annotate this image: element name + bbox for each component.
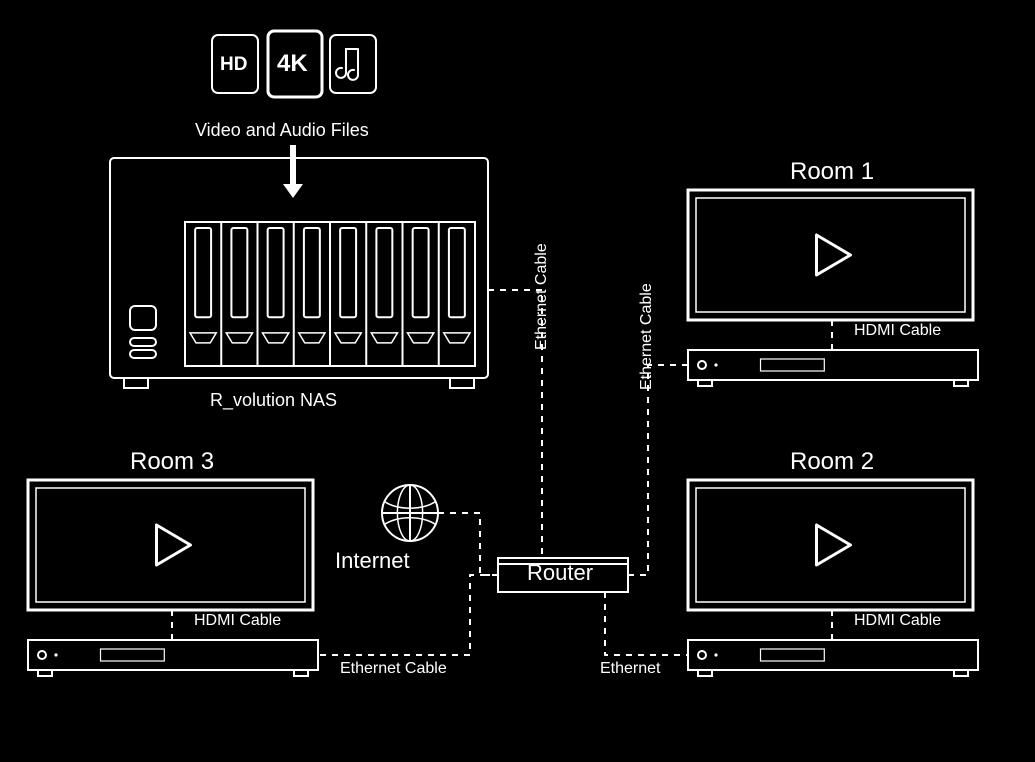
router-label: Router xyxy=(527,560,593,586)
eth-p2-label: Ethernet xyxy=(600,660,660,678)
room2-label: Room 2 xyxy=(790,448,874,476)
files-caption: Video and Audio Files xyxy=(195,120,369,141)
internet-label: Internet xyxy=(335,548,410,574)
hd-icon-text: HD xyxy=(220,54,247,76)
4k-icon-text: 4K xyxy=(277,50,308,78)
diagram-canvas xyxy=(0,0,1035,762)
eth-p1-label: Ethernet Cable xyxy=(638,283,656,390)
room1-label: Room 1 xyxy=(790,158,874,186)
hdmi3-label: HDMI Cable xyxy=(194,612,281,630)
room3-label: Room 3 xyxy=(130,448,214,476)
eth-nas-label: Ethernet Cable xyxy=(533,243,551,350)
nas-label: R_volution NAS xyxy=(210,390,337,411)
hdmi1-label: HDMI Cable xyxy=(854,322,941,340)
eth-p3-label: Ethernet Cable xyxy=(340,660,447,678)
hdmi2-label: HDMI Cable xyxy=(854,612,941,630)
